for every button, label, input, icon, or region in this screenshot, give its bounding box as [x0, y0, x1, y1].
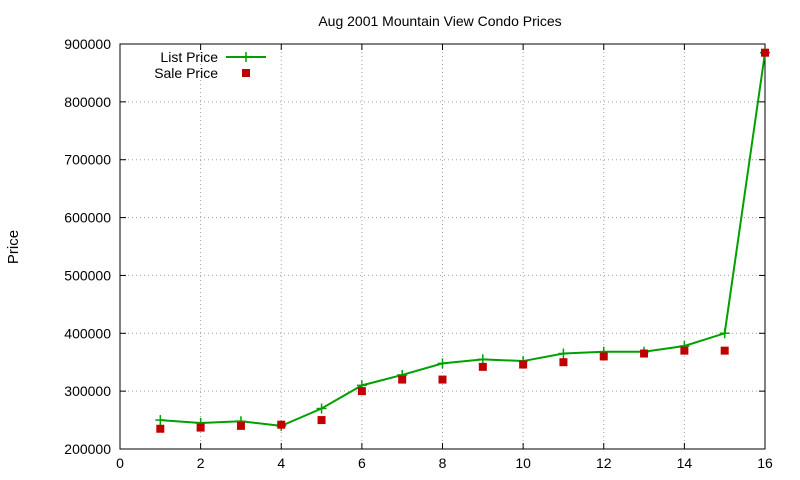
list-price-line [160, 52, 766, 427]
y-tick-label: 200000 [64, 441, 111, 457]
y-tick-label: 400000 [64, 325, 111, 341]
sale-price-point [720, 346, 729, 355]
x-tick-label: 14 [677, 455, 693, 471]
sale-price-point [438, 375, 447, 384]
sale-price-point [680, 346, 689, 355]
legend-label-list-price: List Price [160, 49, 218, 65]
y-axis-label: Price [5, 230, 22, 264]
sale-price-point [559, 358, 568, 367]
list-price-point [316, 403, 327, 414]
list-price-point [558, 348, 569, 359]
sale-price-point [277, 420, 286, 429]
sale-price-point [640, 349, 649, 358]
sale-price-point [156, 424, 165, 433]
y-tick-label: 500000 [64, 267, 111, 283]
axes: 0 2 4 6 8 10 12 14 16 200000 300000 400000 500000 600… [64, 36, 773, 471]
series [155, 47, 770, 433]
y-tick-label: 300000 [64, 383, 111, 399]
x-tick-label: 12 [596, 455, 612, 471]
grid-lines [120, 44, 765, 449]
y-tick-label: 600000 [64, 210, 111, 226]
legend-marker-sample [241, 52, 251, 62]
legend-marker-sample [242, 69, 250, 77]
x-tick-label: 4 [277, 455, 285, 471]
legend-label-sale-price: Sale Price [154, 65, 218, 81]
sale-price-point [236, 421, 245, 430]
sale-price-point [519, 360, 528, 369]
sale-price-point [761, 48, 769, 57]
x-tick-label: 2 [197, 455, 205, 471]
sale-price-point [599, 352, 608, 361]
sale-price-point [196, 423, 205, 432]
y-tick-label: 700000 [64, 152, 111, 168]
x-tick-label: 16 [757, 455, 773, 471]
chart-title: Aug 2001 Mountain View Condo Prices [318, 13, 561, 29]
sale-price-point [357, 387, 366, 396]
list-price-point [155, 415, 166, 426]
x-tick-label: 6 [358, 455, 366, 471]
x-tick-label: 10 [515, 455, 531, 471]
x-tick-label: 8 [439, 455, 447, 471]
list-price-point [437, 358, 448, 369]
sale-price-point [478, 362, 487, 371]
list-price-point [719, 328, 730, 339]
series-list-price [155, 47, 770, 431]
sale-price-point [317, 416, 326, 425]
sale-price-point [398, 375, 407, 384]
x-tick-label: 0 [116, 455, 124, 471]
series-sale-price [156, 48, 769, 433]
y-tick-label: 900000 [64, 36, 111, 52]
list-price-point [477, 354, 488, 365]
y-tick-label: 800000 [64, 94, 111, 110]
